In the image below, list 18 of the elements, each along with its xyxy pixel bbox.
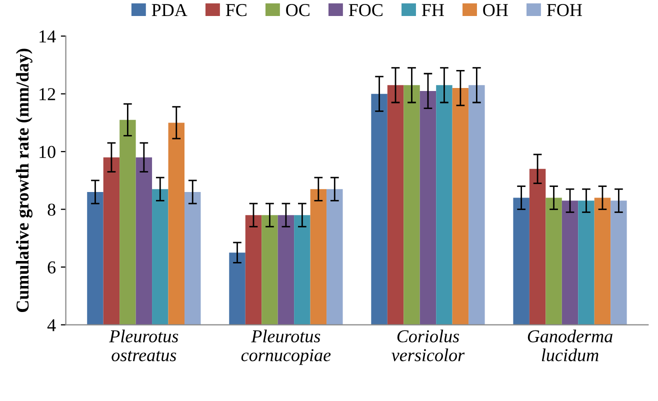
legend-label: OH — [483, 4, 508, 16]
legend-label: FOC — [348, 4, 382, 16]
legend-label: PDA — [152, 4, 188, 16]
y-tick-label: 8 — [48, 204, 56, 216]
y-tick-label: 6 — [48, 261, 56, 274]
y-tick-label: 14 — [40, 30, 56, 42]
x-tick-label: Coriolus versicolor — [392, 330, 465, 362]
y-tick-label: 4 — [47, 319, 56, 332]
y-tick-label: 12 — [40, 88, 56, 100]
x-tick-label: Pleurotus cornucopiae — [241, 330, 331, 365]
legend-label: FOH — [546, 4, 582, 16]
legend-label: FC — [226, 4, 246, 16]
y-axis-title: Cumulative growth rate (mm/day) — [16, 48, 32, 312]
legend-label: OC — [286, 4, 310, 16]
legend-label: FH — [422, 4, 444, 16]
y-tick-label: 10 — [40, 146, 56, 158]
x-tick-label: Ganoderma lucidum — [528, 330, 612, 362]
x-tick-label: Pleurotus ostreatus — [109, 330, 178, 362]
